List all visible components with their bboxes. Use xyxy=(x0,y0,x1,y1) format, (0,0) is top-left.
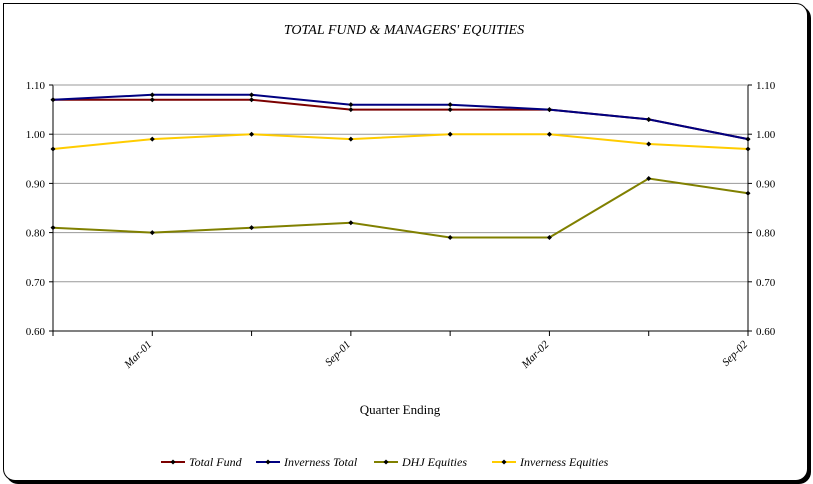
x-tick-label: Sep-02 xyxy=(720,338,750,368)
series-point xyxy=(249,131,255,137)
y-tick-label-right: 0.80 xyxy=(756,228,776,240)
series-point xyxy=(50,146,56,152)
y-tick-label-left: 0.60 xyxy=(26,326,46,338)
series-point xyxy=(249,225,255,231)
series-point xyxy=(745,146,751,152)
series-point xyxy=(249,92,255,98)
x-tick-label: Sep-01 xyxy=(323,339,353,369)
series-line xyxy=(52,133,749,150)
y-tick-label-right: 1.00 xyxy=(756,129,776,141)
y-tick-label-right: 0.90 xyxy=(756,178,776,190)
y-tick-label-left: 1.00 xyxy=(26,129,46,141)
series-point xyxy=(249,97,255,103)
series-point xyxy=(646,175,652,181)
series-point xyxy=(50,97,56,103)
y-tick-label-left: 0.80 xyxy=(26,228,46,240)
series-point xyxy=(546,107,552,113)
series-point xyxy=(447,102,453,108)
series-point xyxy=(646,116,652,122)
series-point xyxy=(348,102,354,108)
series-point xyxy=(546,131,552,137)
legend: Total Fund Inverness Total DHJ Equities Inv… xyxy=(161,455,609,469)
series-point xyxy=(149,97,155,103)
legend-label: DHJ Equities xyxy=(401,455,467,469)
series-line xyxy=(52,177,749,239)
chart-frame xyxy=(3,3,808,481)
legend-label: Inverness Total xyxy=(283,455,358,469)
series-point xyxy=(546,235,552,241)
chart-title: TOTAL FUND & MANAGERS' EQUITIES xyxy=(284,23,524,38)
series-point xyxy=(447,131,453,137)
series-point xyxy=(745,190,751,196)
y-tick-label-right: 1.10 xyxy=(756,80,776,92)
series-point xyxy=(447,235,453,241)
x-axis-label: Quarter Ending xyxy=(360,402,441,417)
series-point xyxy=(348,220,354,226)
legend-label: Total Fund xyxy=(189,455,243,469)
series-point xyxy=(149,92,155,98)
series-point xyxy=(149,136,155,142)
series-point xyxy=(348,136,354,142)
y-tick-label-left: 1.10 xyxy=(26,80,46,92)
x-tick-label: Mar-01 xyxy=(122,339,155,372)
series-point xyxy=(348,107,354,113)
y-tick-label-right: 0.70 xyxy=(756,277,776,289)
legend-marker xyxy=(265,459,271,465)
series-point xyxy=(149,230,155,236)
series-point xyxy=(447,107,453,113)
legend-marker xyxy=(170,459,176,465)
series-point xyxy=(646,141,652,147)
y-tick-label-left: 0.70 xyxy=(26,277,46,289)
series-point xyxy=(745,136,751,142)
x-tick-label: Mar-02 xyxy=(519,338,552,371)
plot-area: 0.60 0.60 0.70 0.70 0.80 0.80 0.90 0.90 1.00 1.00… xyxy=(26,80,776,371)
y-tick-label-right: 0.60 xyxy=(756,326,776,338)
legend-marker xyxy=(501,459,507,465)
legend-marker xyxy=(383,459,389,465)
series-line xyxy=(52,93,749,141)
y-tick-label-left: 0.90 xyxy=(26,178,46,190)
series-point xyxy=(50,225,56,231)
legend-label: Inverness Equities xyxy=(519,455,609,469)
